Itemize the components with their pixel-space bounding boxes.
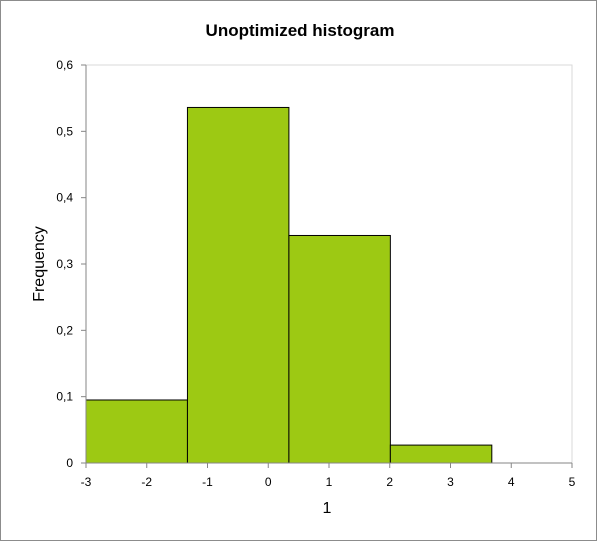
histogram-bar-1: [85, 399, 188, 464]
y-tick-label: 0,5: [56, 124, 73, 138]
histogram-bar-2: [186, 106, 290, 464]
x-tick-label: 2: [386, 475, 393, 489]
x-tick-label: 5: [569, 475, 576, 489]
y-tick-label: 0,2: [56, 323, 73, 337]
y-axis: 0 0,1 0,2 0,3 0,4 0,5 0,6: [56, 58, 87, 470]
x-tick-label: 4: [508, 475, 515, 489]
chart-title: Unoptimized histogram: [206, 21, 395, 40]
histogram-bar-4: [389, 444, 493, 464]
x-tick-label: 3: [447, 475, 454, 489]
y-tick-label: 0,6: [56, 58, 73, 72]
x-tick-label: -3: [81, 475, 92, 489]
x-tick-label: -2: [141, 475, 152, 489]
histogram-bar-3: [288, 234, 391, 464]
y-tick-label: 0,4: [56, 191, 73, 205]
x-tick-label: 0: [265, 475, 272, 489]
y-axis-label: Frequency: [31, 226, 48, 302]
x-tick-label: -1: [202, 475, 213, 489]
y-tick-label: 0: [66, 456, 73, 470]
x-tick-label: 1: [326, 475, 333, 489]
histogram-bars: [85, 106, 493, 464]
y-tick-label: 0,1: [56, 390, 73, 404]
x-axis-label: 1: [323, 500, 332, 517]
y-tick-label: 0,3: [56, 257, 73, 271]
x-axis: -3 -2 -1 0 1 2 3 4 5: [81, 462, 576, 489]
